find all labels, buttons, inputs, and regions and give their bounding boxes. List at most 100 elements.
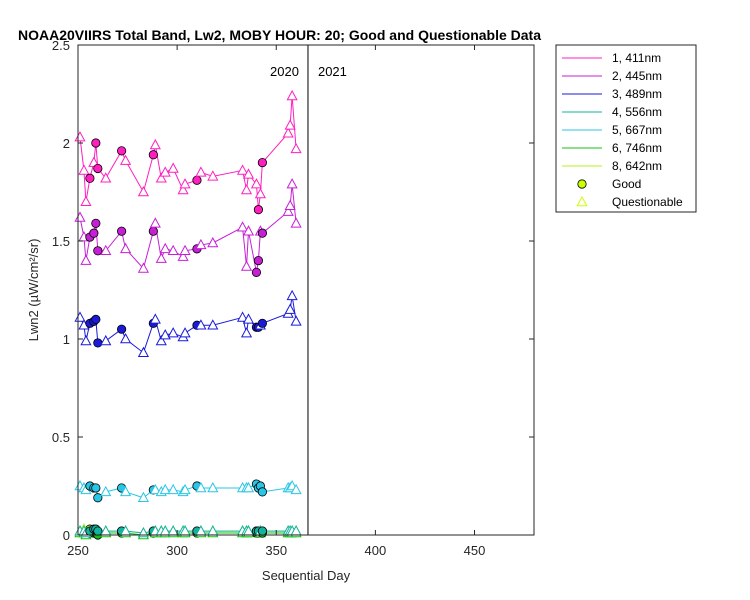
good-point (257, 318, 267, 328)
series-2 (74, 178, 302, 277)
questionable-point (240, 183, 253, 195)
legend-label: 3, 489nm (612, 87, 662, 101)
questionable-point (119, 485, 132, 497)
series-3 (74, 289, 302, 357)
x-axis-label: Sequential Day (262, 568, 351, 583)
good-point (251, 267, 262, 277)
questionable-point (100, 244, 112, 256)
questionable-point (207, 236, 219, 248)
questionable-point (179, 178, 191, 189)
questionable-point (167, 244, 179, 256)
questionable-point (179, 327, 191, 338)
questionable-point (149, 138, 161, 150)
year-label-2021: 2021 (318, 64, 347, 79)
good-point (93, 338, 103, 348)
questionable-point (159, 242, 171, 254)
x-tick-label: 400 (365, 543, 387, 558)
legend-item-6: 6, 746nm (562, 141, 662, 155)
legend-label: 6, 746nm (612, 141, 662, 155)
x-tick-label: 300 (166, 543, 188, 558)
questionable-point (119, 154, 132, 165)
legend-marker-triangle (576, 195, 588, 207)
questionable-point (290, 483, 302, 495)
questionable-point (290, 142, 302, 154)
questionable-point (100, 485, 112, 497)
y-tick-label: 2.5 (52, 38, 70, 53)
good-point (257, 487, 267, 497)
questionable-point (286, 178, 298, 189)
questionable-point (119, 242, 132, 254)
chart-title: NOAA20VIIRS Total Band, Lw2, MOBY HOUR: … (18, 27, 541, 43)
questionable-point (195, 481, 207, 493)
questionable-point (207, 481, 219, 493)
legend-item-1: 1, 411nm (562, 51, 661, 65)
x-tick-label: 250 (67, 543, 89, 558)
questionable-point (80, 254, 92, 265)
good-point (117, 324, 127, 334)
questionable-point (179, 244, 191, 256)
good-point (148, 226, 158, 236)
good-point (117, 226, 127, 236)
questionable-point (167, 327, 179, 338)
questionable-point (159, 329, 171, 340)
good-point (91, 218, 101, 228)
questionable-point (155, 334, 167, 346)
questionable-point (242, 481, 255, 493)
questionable-point (242, 225, 255, 236)
series-4 (74, 524, 302, 538)
legend-marker-questionable: Questionable (576, 195, 683, 209)
legend-marker-circle (577, 179, 587, 189)
plot-area (78, 45, 534, 535)
good-point (85, 173, 95, 183)
questionable-point (286, 289, 298, 301)
questionable-point (155, 252, 167, 263)
legend-label: 5, 667nm (612, 123, 662, 137)
questionable-point (284, 303, 296, 314)
questionable-point (149, 313, 161, 324)
questionable-point (207, 170, 219, 181)
y-tick-label: 0 (63, 528, 70, 543)
questionable-point (284, 199, 296, 210)
y-tick-label: 0.5 (52, 430, 70, 445)
questionable-point (137, 491, 150, 503)
legend-label: 8, 642nm (612, 159, 662, 173)
good-point (91, 314, 101, 324)
good-point (192, 175, 202, 185)
questionable-point (250, 178, 263, 189)
legend-item-3: 3, 489nm (562, 87, 662, 101)
series-5 (74, 479, 302, 503)
y-tick-label: 1.5 (52, 234, 70, 249)
questionable-point (195, 319, 207, 330)
questionable-point (290, 217, 302, 228)
plot-frame (77, 44, 535, 536)
legend-item-5: 5, 667nm (562, 123, 662, 137)
questionable-point (282, 127, 294, 138)
questionable-point (159, 166, 171, 177)
questionable-point (177, 183, 189, 195)
good-point (253, 255, 264, 266)
legend-item-7: 8, 642nm (562, 159, 662, 173)
questionable-point (155, 172, 167, 183)
questionable-point (282, 205, 294, 216)
questionable-point (167, 162, 179, 173)
questionable-point (149, 217, 161, 228)
y-axis-label: Lwn2 (µW/cm²/sr) (26, 239, 41, 342)
good-point (93, 526, 103, 536)
legend-label: 1, 411nm (612, 51, 661, 65)
questionable-point (240, 327, 253, 338)
questionable-point (242, 313, 255, 324)
questionable-point (254, 187, 266, 199)
legend-item-4: 4, 556nm (562, 105, 662, 119)
good-point (148, 150, 158, 160)
legend-marker-good: Good (577, 177, 641, 191)
questionable-point (236, 311, 249, 322)
x-tick-label: 350 (265, 543, 287, 558)
good-point (91, 138, 101, 148)
good-point (253, 205, 264, 215)
questionable-point (137, 346, 150, 357)
legend-item-2: 2, 445nm (562, 69, 662, 83)
questionable-point (242, 168, 255, 179)
questionable-point (149, 483, 161, 495)
good-point (93, 493, 103, 503)
